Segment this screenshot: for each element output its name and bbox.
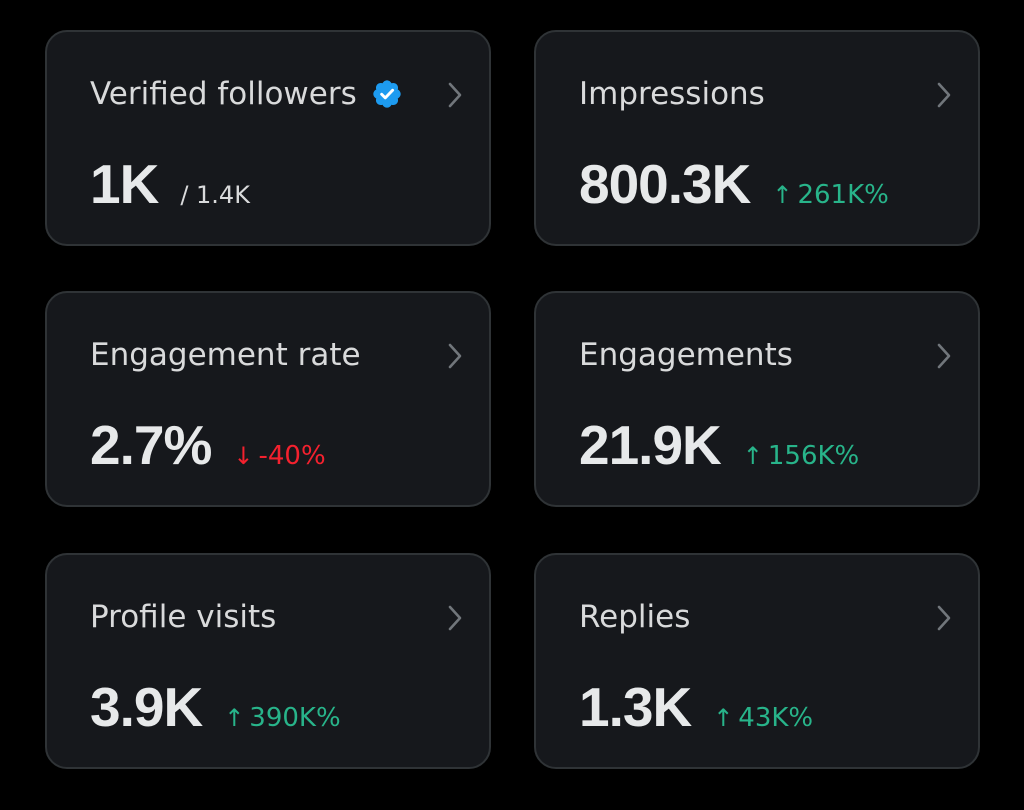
metric-value: 1K bbox=[90, 153, 159, 215]
metric-value: 21.9K bbox=[579, 414, 722, 476]
chevron-right-icon bbox=[443, 79, 467, 111]
metric-change: ↑ 43K% bbox=[713, 703, 813, 733]
card-value-row: 3.9K ↑ 390K% bbox=[90, 675, 341, 739]
chevron-right-icon bbox=[932, 602, 956, 634]
arrow-down-icon: ↓ bbox=[233, 442, 254, 470]
card-value-row: 21.9K ↑ 156K% bbox=[579, 413, 859, 477]
arrow-up-icon: ↑ bbox=[742, 442, 763, 470]
metric-change: ↑ 390K% bbox=[224, 703, 341, 733]
metric-change: ↓ -40% bbox=[233, 441, 325, 471]
card-title: Profile visits bbox=[90, 599, 277, 635]
metric-change-value: 261K% bbox=[797, 180, 889, 210]
metric-change: ↑ 261K% bbox=[772, 180, 889, 210]
card-title: Engagements bbox=[579, 337, 793, 373]
metric-card-engagement-rate[interactable]: Engagement rate 2.7% ↓ -40% bbox=[45, 291, 491, 507]
metric-total: / 1.4K bbox=[180, 181, 250, 209]
card-value-row: 1.3K ↑ 43K% bbox=[579, 675, 813, 739]
metric-card-profile-visits[interactable]: Profile visits 3.9K ↑ 390K% bbox=[45, 553, 491, 769]
card-value-row: 800.3K ↑ 261K% bbox=[579, 152, 889, 216]
arrow-up-icon: ↑ bbox=[713, 704, 734, 732]
metric-change: ↑ 156K% bbox=[743, 441, 860, 471]
card-title-row: Engagements bbox=[579, 333, 793, 377]
card-title-row: Replies bbox=[579, 595, 690, 639]
verified-badge-icon bbox=[371, 78, 403, 110]
card-title: Verified followers bbox=[90, 76, 357, 112]
metric-card-replies[interactable]: Replies 1.3K ↑ 43K% bbox=[534, 553, 980, 769]
card-value-row: 2.7% ↓ -40% bbox=[90, 413, 326, 477]
metric-card-engagements[interactable]: Engagements 21.9K ↑ 156K% bbox=[534, 291, 980, 507]
card-title: Engagement rate bbox=[90, 337, 361, 373]
chevron-right-icon bbox=[443, 340, 467, 372]
chevron-right-icon bbox=[932, 79, 956, 111]
card-title-row: Profile visits bbox=[90, 595, 276, 639]
metric-change-value: 43K% bbox=[738, 703, 814, 733]
metric-card-impressions[interactable]: Impressions 800.3K ↑ 261K% bbox=[534, 30, 980, 246]
card-value-row: 1K / 1.4K bbox=[90, 152, 250, 216]
card-title: Replies bbox=[579, 599, 691, 635]
metric-value: 1.3K bbox=[579, 676, 692, 738]
arrow-up-icon: ↑ bbox=[224, 704, 245, 732]
metric-value: 2.7% bbox=[90, 414, 212, 476]
metric-change-value: 156K% bbox=[767, 441, 860, 471]
metric-value: 3.9K bbox=[90, 676, 203, 738]
card-title: Impressions bbox=[579, 76, 765, 112]
metric-value: 800.3K bbox=[579, 153, 751, 215]
card-title-row: Verified followers bbox=[90, 72, 403, 116]
metric-change-value: -40% bbox=[258, 441, 326, 471]
metric-card-verified-followers[interactable]: Verified followers 1K / 1.4K bbox=[45, 30, 491, 246]
arrow-up-icon: ↑ bbox=[772, 181, 793, 209]
card-title-row: Impressions bbox=[579, 72, 765, 116]
metric-change-value: 390K% bbox=[249, 703, 341, 733]
chevron-right-icon bbox=[443, 602, 467, 634]
chevron-right-icon bbox=[932, 340, 956, 372]
card-title-row: Engagement rate bbox=[90, 333, 361, 377]
